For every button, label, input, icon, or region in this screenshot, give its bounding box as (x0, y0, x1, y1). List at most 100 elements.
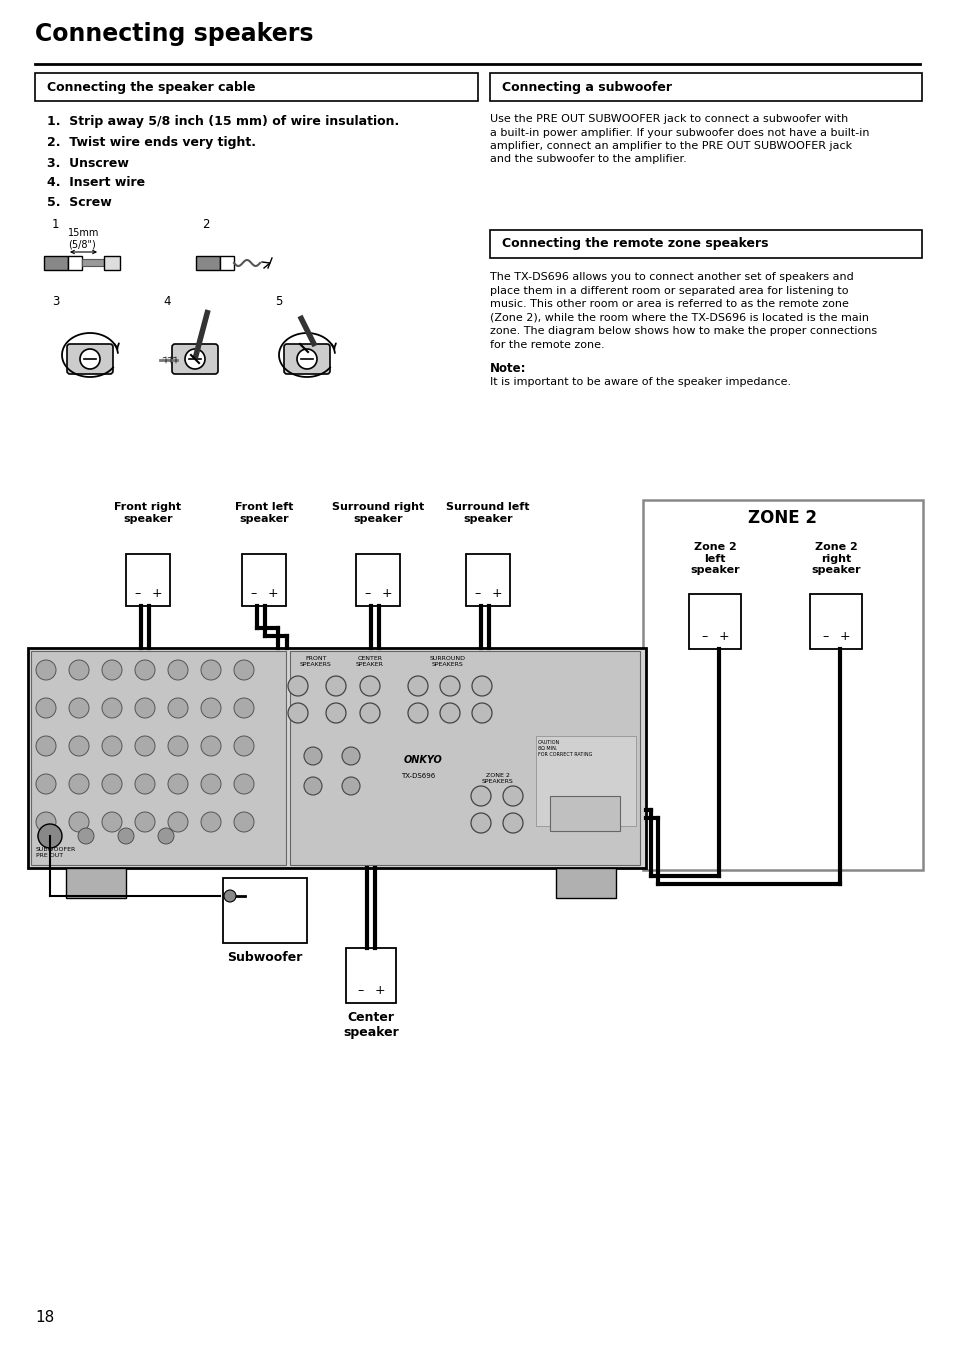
Circle shape (36, 698, 56, 717)
Text: ZONE 2
SPEAKERS: ZONE 2 SPEAKERS (481, 773, 514, 784)
Bar (44, 255, 68, 270)
Text: Connecting the speaker cable: Connecting the speaker cable (47, 81, 255, 93)
Text: Connecting a subwoofer: Connecting a subwoofer (501, 81, 671, 93)
Circle shape (502, 786, 522, 807)
Text: ONKYO: ONKYO (403, 755, 442, 765)
Text: Subwoofer: Subwoofer (227, 951, 302, 965)
Text: Center
speaker: Center speaker (343, 1011, 398, 1039)
Text: Use the PRE OUT SUBWOOFER jack to connect a subwoofer with: Use the PRE OUT SUBWOOFER jack to connec… (490, 113, 847, 124)
Circle shape (168, 698, 188, 717)
Bar (809, 594, 862, 648)
Circle shape (224, 890, 235, 902)
Bar (536, 736, 636, 825)
Text: place them in a different room or separated area for listening to: place them in a different room or separa… (490, 285, 847, 296)
Circle shape (168, 661, 188, 680)
Bar (642, 500, 923, 870)
Text: Connecting the remote zone speakers: Connecting the remote zone speakers (501, 238, 768, 250)
Circle shape (233, 698, 253, 717)
Text: 3.  Unscrew: 3. Unscrew (47, 157, 129, 170)
Circle shape (233, 812, 253, 832)
Text: 15mm
(5/8"): 15mm (5/8") (68, 228, 99, 250)
Circle shape (201, 736, 221, 757)
Text: and the subwoofer to the amplifier.: and the subwoofer to the amplifier. (490, 154, 686, 165)
Circle shape (135, 698, 154, 717)
Circle shape (201, 698, 221, 717)
Text: SUBWOOFER
PRE OUT: SUBWOOFER PRE OUT (36, 847, 76, 858)
Circle shape (408, 676, 428, 696)
Circle shape (135, 774, 154, 794)
Bar (346, 948, 395, 1002)
Circle shape (69, 812, 89, 832)
Circle shape (102, 736, 122, 757)
Bar (242, 554, 286, 607)
Text: 3: 3 (52, 295, 59, 308)
Circle shape (341, 747, 359, 765)
Text: +: + (152, 586, 162, 600)
Circle shape (36, 812, 56, 832)
Circle shape (168, 774, 188, 794)
Text: SURROUND
SPEAKERS: SURROUND SPEAKERS (430, 657, 465, 667)
Circle shape (201, 774, 221, 794)
Circle shape (135, 736, 154, 757)
Text: 1.  Strip away 5/8 inch (15 mm) of wire insulation.: 1. Strip away 5/8 inch (15 mm) of wire i… (47, 115, 399, 128)
Text: –: – (364, 586, 371, 600)
Circle shape (118, 828, 133, 844)
Text: 2.  Twist wire ends very tight.: 2. Twist wire ends very tight. (47, 136, 255, 149)
Bar (490, 73, 921, 101)
Text: ZONE 2: ZONE 2 (748, 509, 817, 527)
Text: 5.  Screw: 5. Screw (47, 196, 112, 209)
Circle shape (102, 812, 122, 832)
Circle shape (135, 812, 154, 832)
Circle shape (408, 703, 428, 723)
Text: a built-in power amplifier. If your subwoofer does not have a built-in: a built-in power amplifier. If your subw… (490, 127, 868, 138)
FancyBboxPatch shape (67, 345, 112, 374)
Bar (465, 554, 510, 607)
Text: +: + (375, 984, 385, 997)
Circle shape (471, 813, 491, 834)
Circle shape (288, 703, 308, 723)
Text: 1: 1 (52, 218, 59, 231)
Circle shape (36, 661, 56, 680)
Text: –: – (475, 586, 480, 600)
Circle shape (168, 812, 188, 832)
Text: +: + (718, 630, 728, 643)
Text: Note:: Note: (490, 362, 526, 376)
Bar (30, 651, 286, 865)
Circle shape (38, 824, 62, 848)
FancyBboxPatch shape (172, 345, 218, 374)
Circle shape (158, 828, 173, 844)
Circle shape (326, 703, 346, 723)
Circle shape (296, 349, 316, 369)
Text: –: – (701, 630, 707, 643)
Text: CENTER
SPEAKER: CENTER SPEAKER (355, 657, 383, 667)
Circle shape (36, 736, 56, 757)
Text: Zone 2
left
speaker: Zone 2 left speaker (689, 542, 739, 576)
Circle shape (472, 703, 492, 723)
Circle shape (36, 774, 56, 794)
Circle shape (102, 661, 122, 680)
Circle shape (102, 774, 122, 794)
Text: TX-DS696: TX-DS696 (400, 773, 435, 780)
Circle shape (304, 747, 322, 765)
Bar (82, 259, 104, 266)
Bar (556, 867, 616, 898)
Circle shape (69, 774, 89, 794)
Text: amplifier, connect an amplifier to the PRE OUT SUBWOOFER jack: amplifier, connect an amplifier to the P… (490, 141, 851, 151)
Circle shape (439, 703, 459, 723)
Text: The TX-DS696 allows you to connect another set of speakers and: The TX-DS696 allows you to connect anoth… (490, 272, 853, 282)
Circle shape (233, 661, 253, 680)
Text: for the remote zone.: for the remote zone. (490, 339, 604, 350)
Bar (223, 878, 307, 943)
Circle shape (69, 736, 89, 757)
Text: 18: 18 (35, 1310, 54, 1325)
Circle shape (471, 786, 491, 807)
Circle shape (78, 828, 94, 844)
Text: Front right
speaker: Front right speaker (114, 503, 181, 524)
Text: CAUTION
8Ω MIN.
FOR CORRECT RATING: CAUTION 8Ω MIN. FOR CORRECT RATING (537, 740, 592, 757)
Circle shape (38, 828, 54, 844)
Text: +: + (491, 586, 502, 600)
Circle shape (135, 661, 154, 680)
Text: –: – (251, 586, 257, 600)
Circle shape (326, 676, 346, 696)
Text: Surround right
speaker: Surround right speaker (332, 503, 424, 524)
